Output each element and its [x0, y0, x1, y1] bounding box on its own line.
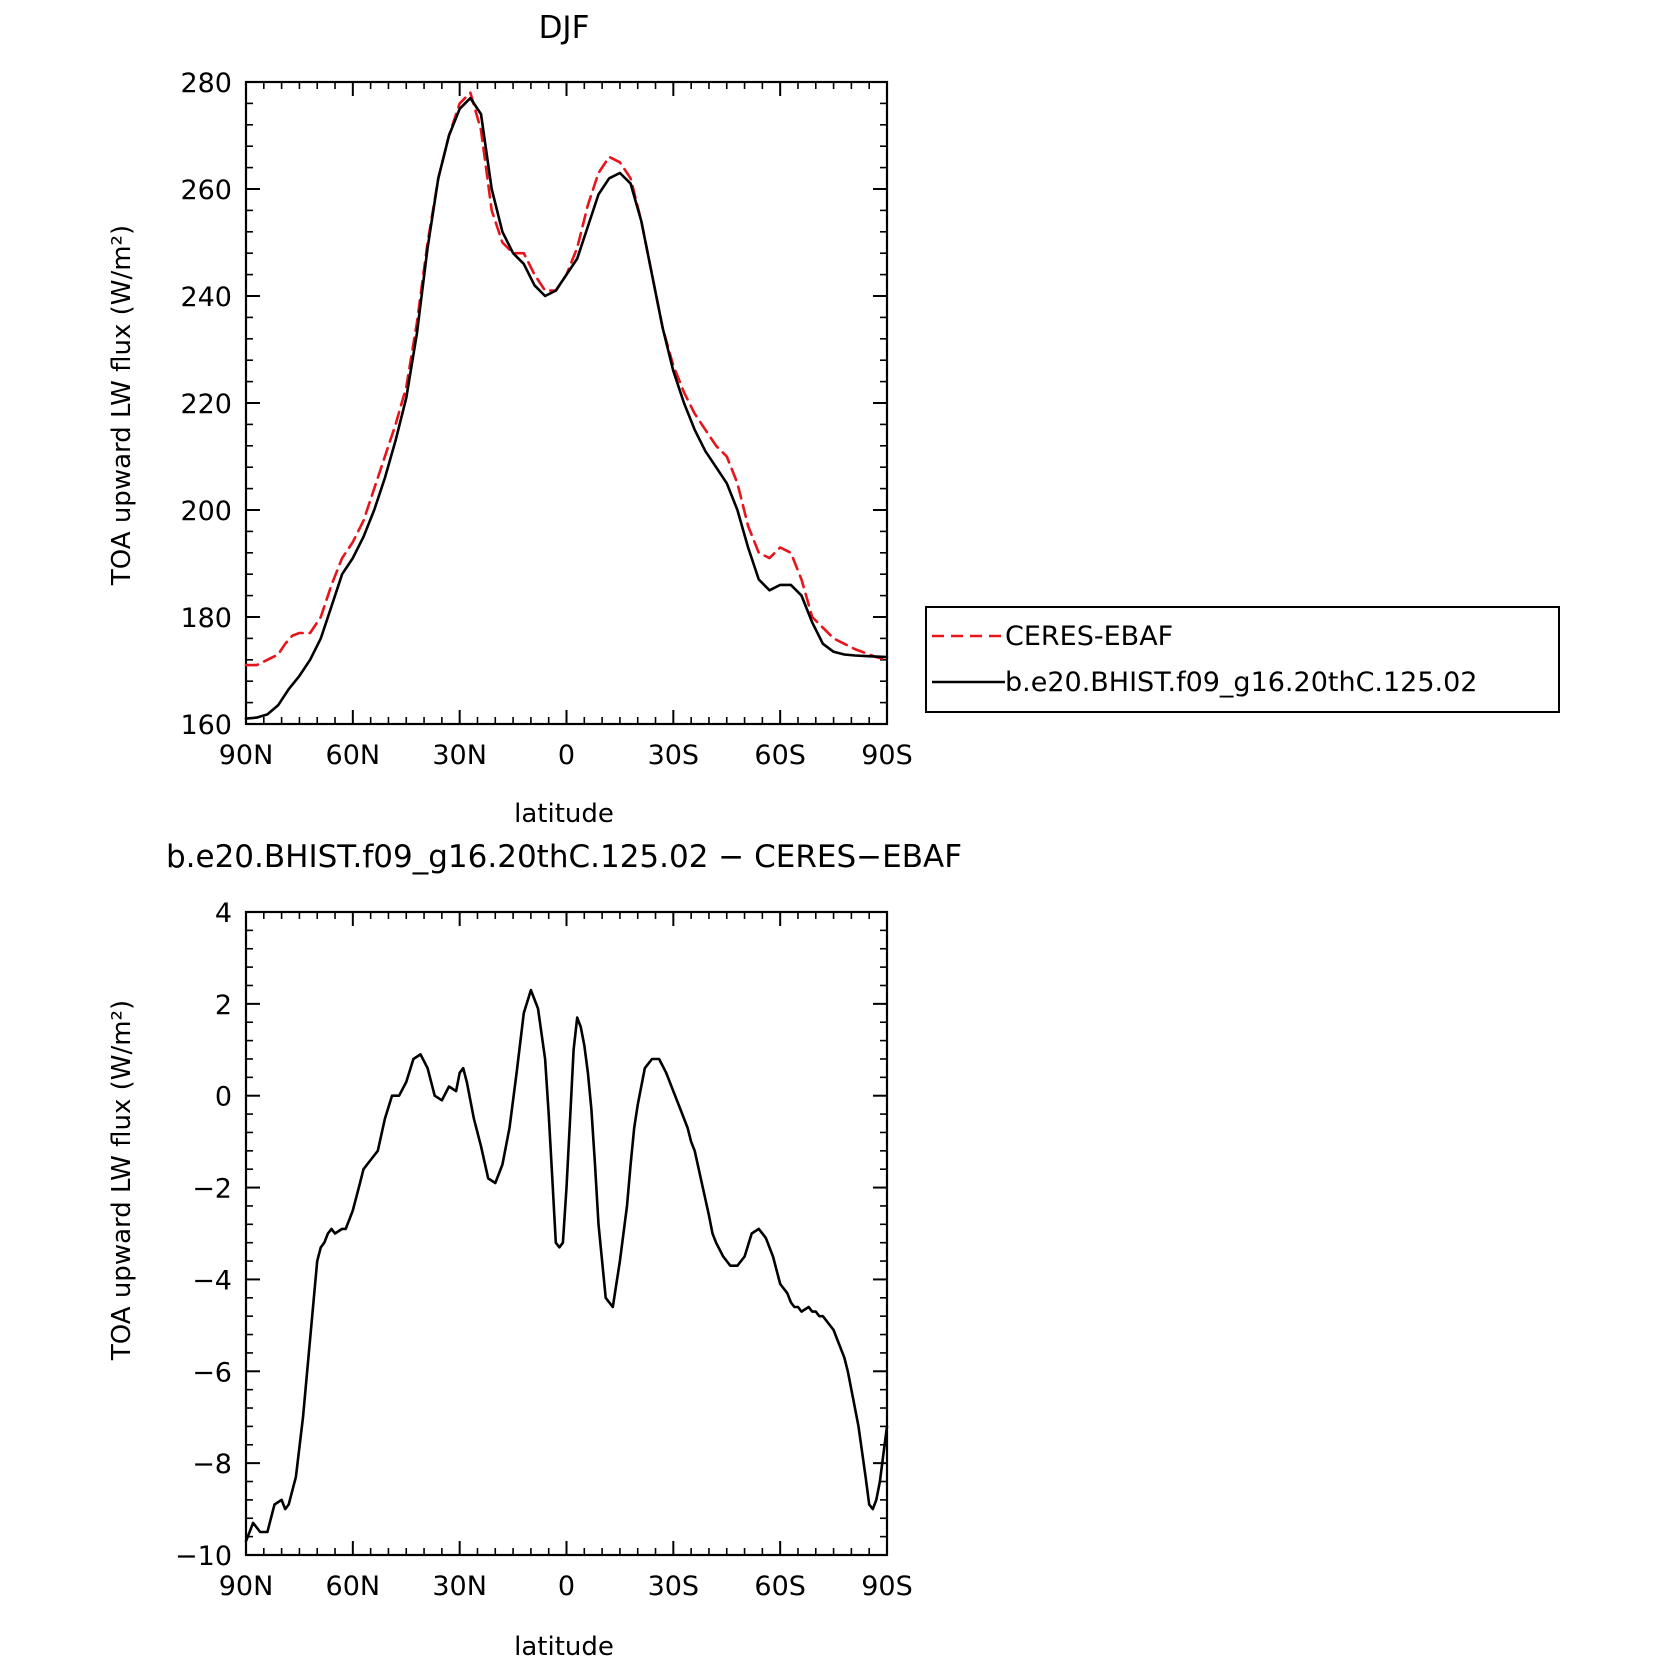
- top-panel-y-tick-label: 240: [180, 282, 232, 313]
- bottom-panel-frame: [244, 910, 889, 1557]
- top-panel-x-tick-label: 30S: [648, 740, 700, 771]
- top-panel-x-tick-label: 60N: [326, 740, 381, 771]
- top-panel: DJF TOA upward LW flux (W/m²) latitude 9…: [107, 10, 913, 829]
- top-panel-y-tick-label: 260: [180, 175, 232, 206]
- bottom-panel-y-tick-label: −4: [192, 1265, 232, 1296]
- bottom-panel-x-tick-label: 90N: [219, 1571, 274, 1602]
- bottom-panel-x-tick-label: 30S: [648, 1571, 700, 1602]
- bottom-panel-y-tick-label: −10: [175, 1541, 232, 1572]
- bottom-panel-x-tick-label: 0: [558, 1571, 575, 1602]
- bottom-panel: b.e20.BHIST.f09_g16.20thC.125.02 − CERES…: [107, 839, 962, 1662]
- bottom-panel-y-tick-label: 4: [215, 898, 232, 929]
- legend-label-model: b.e20.BHIST.f09_g16.20thC.125.02: [1005, 667, 1477, 698]
- top-panel-y-tick-label: 180: [180, 603, 232, 634]
- top-panel-axes: 90N 60N 30N 0 30S 60S 90S 160 180 200 220 240 260 280: [180, 68, 912, 771]
- bottom-panel-x-axis-label: latitude: [514, 1632, 614, 1662]
- top-panel-x-tick-label: 90N: [219, 740, 274, 771]
- top-panel-x-tick-label: 60S: [754, 740, 806, 771]
- top-panel-y-tick-label: 200: [180, 496, 232, 527]
- top-panel-x-tick-label: 0: [558, 740, 575, 771]
- bottom-panel-x-tick-label: 90S: [861, 1571, 913, 1602]
- bottom-panel-y-tick-label: −8: [192, 1449, 232, 1480]
- legend-label-ceres: CERES-EBAF: [1005, 621, 1173, 652]
- bottom-panel-y-tick-label: −6: [192, 1357, 232, 1388]
- top-panel-series-line-0: [244, 91, 889, 667]
- bottom-panel-y-tick-label: 0: [215, 1082, 232, 1113]
- legend-box: [925, 606, 1560, 713]
- bottom-panel-y-tick-label: −2: [192, 1174, 232, 1205]
- legend: CERES-EBAF b.e20.BHIST.f09_g16.20thC.125…: [925, 606, 1560, 713]
- top-panel-series-group: [244, 91, 889, 720]
- bottom-panel-series-line-0: [244, 988, 889, 1543]
- bottom-panel-x-tick-label: 60S: [754, 1571, 806, 1602]
- top-panel-x-axis-label: latitude: [514, 799, 614, 829]
- bottom-panel-series-group: [244, 988, 889, 1543]
- bottom-panel-x-tick-label: 30N: [432, 1571, 487, 1602]
- bottom-panel-y-tick-label: 2: [215, 990, 232, 1021]
- top-panel-title: DJF: [539, 10, 590, 46]
- top-panel-y-tick-label: 160: [180, 710, 232, 741]
- bottom-panel-x-tick-label: 60N: [326, 1571, 381, 1602]
- top-panel-frame: [244, 80, 889, 726]
- top-panel-y-tick-label: 280: [180, 68, 232, 99]
- top-panel-series-line-1: [244, 96, 889, 720]
- top-panel-y-tick-label: 220: [180, 389, 232, 420]
- top-panel-y-axis-label: TOA upward LW flux (W/m²): [107, 225, 137, 586]
- bottom-panel-title: b.e20.BHIST.f09_g16.20thC.125.02 − CERES…: [166, 839, 962, 875]
- bottom-panel-axes: 90N 60N 30N 0 30S 60S 90S −10 −8 −6 −4 −2 0 2 4: [175, 898, 913, 1602]
- bottom-panel-y-axis-label: TOA upward LW flux (W/m²): [107, 1000, 137, 1361]
- top-panel-x-tick-label: 30N: [432, 740, 487, 771]
- top-panel-x-tick-label: 90S: [861, 740, 913, 771]
